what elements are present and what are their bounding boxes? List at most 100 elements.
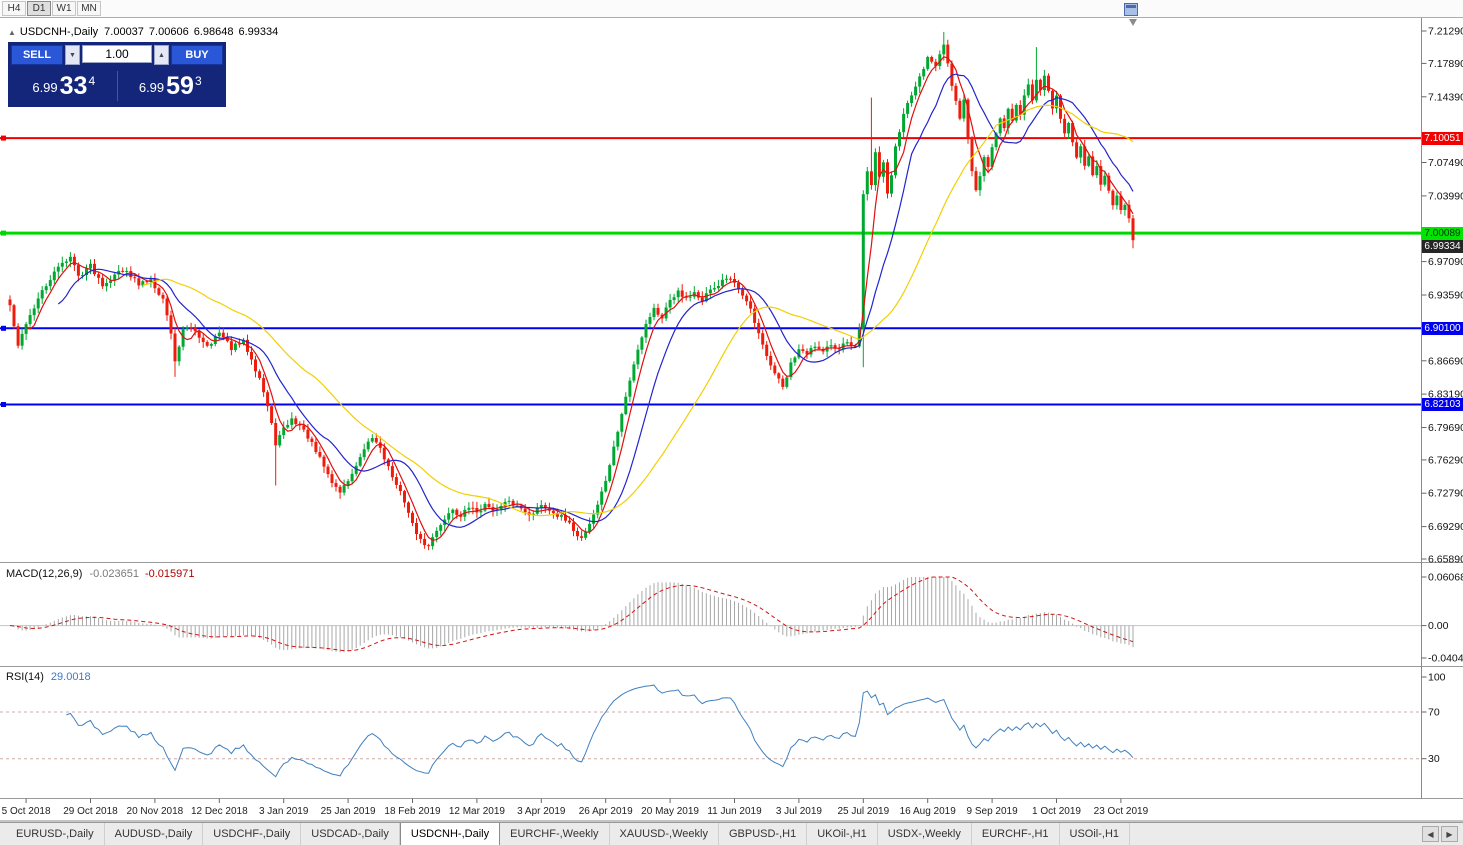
ohlc-values: 7.00037 7.00606 6.98648 6.99334 [104, 26, 283, 38]
svg-text:20 May 2019: 20 May 2019 [641, 806, 699, 817]
svg-text:6.72790: 6.72790 [1428, 488, 1463, 500]
high-value: 7.00606 [148, 26, 189, 38]
macd-main-value: -0.023651 [89, 568, 139, 580]
chart-tab[interactable]: XAUUSD-,Weekly [610, 823, 719, 845]
chart-tab[interactable]: AUDUSD-,Daily [105, 823, 204, 845]
svg-text:7.21290: 7.21290 [1428, 26, 1463, 38]
svg-text:6.83190: 6.83190 [1428, 389, 1463, 401]
tab-scroll-controls: ◀ ▶ [1422, 823, 1463, 845]
rsi-label: RSI(14) 29.0018 [6, 671, 91, 683]
chart-tab[interactable]: EURCHF-,H1 [972, 823, 1060, 845]
close-value: 6.99334 [238, 26, 279, 38]
chart-title: ▲ USDCNH-,Daily 7.00037 7.00606 6.98648 6.993… [8, 26, 283, 38]
chart-tab[interactable]: UKOil-,H1 [807, 823, 878, 845]
svg-text:6.69290: 6.69290 [1428, 521, 1463, 533]
volume-decrease-button[interactable]: ▼ [65, 45, 80, 65]
sell-price-base: 6.99 [32, 79, 58, 95]
buy-button[interactable]: BUY [171, 45, 223, 65]
sell-price-sup: 4 [88, 73, 96, 88]
tabs-scroll-left-button[interactable]: ◀ [1422, 826, 1439, 842]
low-value: 6.98648 [193, 26, 234, 38]
svg-text:29 Oct 2018: 29 Oct 2018 [63, 806, 118, 817]
svg-text:100: 100 [1428, 672, 1446, 684]
timeframe-buttons: H4 D1 W1 MN [2, 1, 102, 16]
tabs-scroll-right-button[interactable]: ▶ [1441, 826, 1458, 842]
macd-pane [0, 576, 1422, 653]
timeframe-button[interactable]: MN [77, 1, 101, 16]
chart-symbol-label: USDCNH-,Daily [19, 26, 99, 38]
svg-text:25 Jan 2019: 25 Jan 2019 [321, 806, 376, 817]
timeframe-toolbar: H4 D1 W1 MN [0, 0, 1463, 18]
svg-text:6.97090: 6.97090 [1428, 256, 1463, 268]
price-tag: 7.10051 [1422, 131, 1463, 145]
chart-tab[interactable]: EURCHF-,Weekly [500, 823, 610, 845]
volume-increase-button[interactable]: ▲ [154, 45, 169, 65]
chart-tab[interactable]: USDCAD-,Daily [301, 823, 400, 845]
buy-price-big: 59 [166, 71, 194, 100]
svg-text:5 Oct 2018: 5 Oct 2018 [2, 806, 51, 817]
rsi-pane [0, 684, 1422, 778]
svg-text:3 Apr 2019: 3 Apr 2019 [517, 806, 566, 817]
price-chart[interactable]: 7.21290 7.17890 7.14390 7.07490 7.03990 6.970… [0, 18, 1463, 822]
svg-text:-0.040432: -0.040432 [1428, 653, 1463, 665]
buy-price-base: 6.99 [138, 79, 165, 95]
timeframe-button[interactable]: H4 [2, 1, 26, 16]
svg-text:1 Oct 2019: 1 Oct 2019 [1032, 806, 1081, 817]
svg-text:26 Apr 2019: 26 Apr 2019 [579, 806, 633, 817]
chart-tab[interactable]: USDCNH-,Daily [399, 823, 501, 845]
svg-text:16 Aug 2019: 16 Aug 2019 [900, 806, 957, 817]
chart-tab-bar: EURUSD-,Daily AUDUSD-,Daily USDCHF-,Daily U… [0, 822, 1463, 845]
svg-text:7.17890: 7.17890 [1428, 58, 1463, 70]
time-axis[interactable]: 5 Oct 2018 29 Oct 2018 20 Nov 2018 12 Dec 2… [2, 798, 1149, 818]
sell-price[interactable]: 6.99 33 4 [11, 71, 117, 100]
open-value: 7.00037 [104, 26, 144, 38]
svg-text:7.14390: 7.14390 [1428, 91, 1463, 103]
rsi-name: RSI(14) [6, 671, 44, 683]
svg-text:30: 30 [1428, 753, 1440, 765]
svg-text:6.93590: 6.93590 [1428, 290, 1463, 302]
timeframe-button[interactable]: W1 [52, 1, 76, 16]
chart-tab[interactable]: USDCHF-,Daily [203, 823, 302, 845]
rsi-value: 29.0018 [50, 671, 91, 683]
svg-text:11 Jun 2019: 11 Jun 2019 [707, 806, 762, 817]
chart-tab[interactable]: EURUSD-,Daily [6, 823, 105, 845]
price-tag: 6.82103 [1422, 398, 1463, 411]
chart-shift-marker [1129, 19, 1137, 26]
svg-text:18 Feb 2019: 18 Feb 2019 [384, 806, 441, 817]
sell-button[interactable]: SELL [11, 45, 63, 65]
macd-name: MACD(12,26,9) [6, 568, 83, 580]
price-tag: 6.90100 [1422, 321, 1463, 335]
svg-text:7.03990: 7.03990 [1428, 190, 1463, 202]
sell-price-big: 33 [59, 71, 88, 100]
macd-signal-value: -0.015971 [144, 568, 195, 580]
svg-text:3 Jan 2019: 3 Jan 2019 [259, 806, 309, 817]
trade-controls-row: SELL ▼ ▲ BUY [11, 45, 223, 65]
price-divider [116, 71, 118, 101]
chart-tab[interactable]: GBPUSD-,H1 [719, 823, 808, 845]
buy-price[interactable]: 6.99 59 3 [118, 71, 224, 100]
chart-tab[interactable]: USDX-,Weekly [878, 823, 972, 845]
svg-text:25 Jul 2019: 25 Jul 2019 [837, 806, 889, 817]
svg-text:6.79690: 6.79690 [1428, 422, 1463, 434]
chart-tab[interactable]: USOil-,H1 [1060, 823, 1131, 845]
volume-input[interactable] [82, 45, 152, 63]
chart-window-icon[interactable] [1124, 3, 1138, 16]
svg-text:23 Oct 2019: 23 Oct 2019 [1094, 806, 1149, 817]
price-axis[interactable]: 7.21290 7.17890 7.14390 7.07490 7.03990 6.970… [1421, 26, 1463, 766]
timeframe-button[interactable]: D1 [27, 1, 51, 16]
panel-collapse-icon[interactable]: ▲ [8, 28, 16, 37]
price-pane [0, 19, 1422, 551]
trade-prices-row: 6.99 33 4 6.99 59 3 [11, 68, 223, 104]
svg-text:70: 70 [1428, 707, 1440, 719]
buy-price-sup: 3 [194, 73, 202, 88]
svg-text:6.86690: 6.86690 [1428, 355, 1463, 367]
svg-text:6.65890: 6.65890 [1428, 554, 1463, 566]
macd-label: MACD(12,26,9) -0.023651 -0.015971 [6, 568, 195, 580]
svg-text:0.060687: 0.060687 [1428, 572, 1463, 584]
chart-area: 7.21290 7.17890 7.14390 7.07490 7.03990 6.970… [0, 18, 1463, 822]
svg-text:12 Mar 2019: 12 Mar 2019 [449, 806, 506, 817]
chart-tabs: EURUSD-,Daily AUDUSD-,Daily USDCHF-,Daily U… [0, 823, 1131, 845]
svg-text:20 Nov 2018: 20 Nov 2018 [127, 806, 184, 817]
panel-separators [0, 18, 1463, 822]
svg-text:7.07490: 7.07490 [1428, 157, 1463, 169]
